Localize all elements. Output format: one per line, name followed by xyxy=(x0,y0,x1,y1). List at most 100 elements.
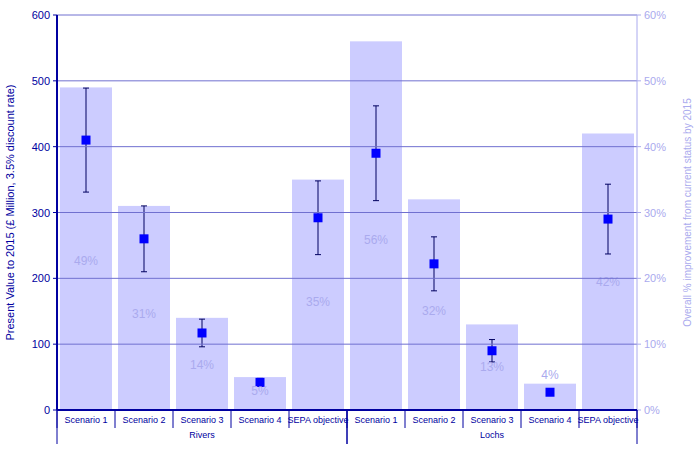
bar xyxy=(60,87,112,410)
grid-line xyxy=(57,212,637,213)
bar xyxy=(292,180,344,410)
y2-tick xyxy=(637,410,641,411)
grid-line xyxy=(57,80,637,81)
category-separator xyxy=(521,410,522,428)
group-separator xyxy=(347,410,348,444)
category-label: SEPA objective xyxy=(578,415,639,425)
grid-line xyxy=(57,146,637,147)
group-separator xyxy=(637,410,638,444)
y2-tick-label: 50% xyxy=(644,75,666,87)
point xyxy=(140,234,149,243)
error-cap xyxy=(199,319,205,320)
bar xyxy=(524,384,576,410)
y2-tick xyxy=(637,80,641,81)
data-label: 31% xyxy=(132,307,156,321)
labels: 01002003004005006000%10%20%30%40%50%60%4… xyxy=(4,9,693,440)
grid-line xyxy=(57,15,637,16)
y2-tick xyxy=(637,15,641,16)
grid-line xyxy=(57,278,637,279)
bar xyxy=(408,199,460,410)
point xyxy=(314,213,323,222)
y-tick-label: 0 xyxy=(44,404,50,416)
y-tick-label: 300 xyxy=(32,207,50,219)
bar xyxy=(582,134,634,411)
y2-tick-label: 60% xyxy=(644,9,666,21)
y2-tick-label: 30% xyxy=(644,207,666,219)
error-cap xyxy=(315,180,321,181)
group-separator xyxy=(57,410,58,444)
y2-tick xyxy=(637,344,641,345)
category-separator xyxy=(173,410,174,428)
group-label: Rivers xyxy=(189,430,215,440)
error-cap xyxy=(83,88,89,89)
error-cap xyxy=(489,339,495,340)
bar xyxy=(466,324,518,410)
category-label: Scenario 1 xyxy=(64,415,107,425)
data-label: 35% xyxy=(306,295,330,309)
point xyxy=(488,346,497,355)
data-label: 56% xyxy=(364,233,388,247)
y-tick-label: 400 xyxy=(32,141,50,153)
bar xyxy=(176,318,228,410)
category-separator xyxy=(289,410,290,428)
y-tick-label: 600 xyxy=(32,9,50,21)
data-label: 13% xyxy=(480,360,504,374)
error-cap xyxy=(373,200,379,201)
error-cap xyxy=(141,205,147,206)
error-cap xyxy=(141,271,147,272)
data-label: 49% xyxy=(74,254,98,268)
y2-axis xyxy=(637,15,638,410)
bar xyxy=(350,41,402,410)
y-axis xyxy=(56,15,58,410)
point xyxy=(546,388,555,397)
category-label: SEPA objective xyxy=(288,415,349,425)
category-separator xyxy=(115,410,116,428)
y2-tick xyxy=(637,278,641,279)
category-label: Scenario 3 xyxy=(180,415,223,425)
bar xyxy=(234,377,286,410)
category-separator xyxy=(579,410,580,428)
y-tick-label: 500 xyxy=(32,75,50,87)
chart: 01002003004005006000%10%20%30%40%50%60%4… xyxy=(0,0,700,450)
group-label: Lochs xyxy=(480,430,505,440)
group-separator xyxy=(347,410,348,444)
error-cap xyxy=(431,236,437,237)
error-cap xyxy=(605,184,611,185)
category-separator xyxy=(463,410,464,428)
error-cap xyxy=(373,105,379,106)
error-cap xyxy=(315,254,321,255)
category-label: Scenario 4 xyxy=(528,415,571,425)
bar xyxy=(118,206,170,410)
data-label: 14% xyxy=(190,358,214,372)
y-axis-title: Present Value to 2015 (£ Million, 3.5% d… xyxy=(4,85,16,341)
category-label: Scenario 4 xyxy=(238,415,281,425)
data-label: 42% xyxy=(596,275,620,289)
y2-tick-label: 40% xyxy=(644,141,666,153)
y2-tick xyxy=(637,146,641,147)
data-label: 4% xyxy=(541,368,559,382)
category-label: Scenario 3 xyxy=(470,415,513,425)
y2-axis-title: Overall % improvement from current statu… xyxy=(682,98,693,327)
y2-tick xyxy=(637,212,641,213)
category-label: Scenario 2 xyxy=(412,415,455,425)
category-label: Scenario 2 xyxy=(122,415,165,425)
y2-tick-label: 10% xyxy=(644,338,666,350)
error-cap xyxy=(605,253,611,254)
y-tick-label: 200 xyxy=(32,272,50,284)
category-separator xyxy=(405,410,406,428)
grid-line xyxy=(57,344,637,345)
error-cap xyxy=(431,290,437,291)
category-label: Scenario 1 xyxy=(354,415,397,425)
data-label: 5% xyxy=(251,384,269,398)
data-label: 32% xyxy=(422,304,446,318)
point xyxy=(430,259,439,268)
error-cap xyxy=(83,192,89,193)
y-tick-label: 100 xyxy=(32,338,50,350)
point xyxy=(198,328,207,337)
category-separator xyxy=(231,410,232,428)
marks xyxy=(60,41,634,410)
point xyxy=(82,136,91,145)
point xyxy=(604,215,613,224)
point xyxy=(372,149,381,158)
y2-tick-label: 20% xyxy=(644,272,666,284)
